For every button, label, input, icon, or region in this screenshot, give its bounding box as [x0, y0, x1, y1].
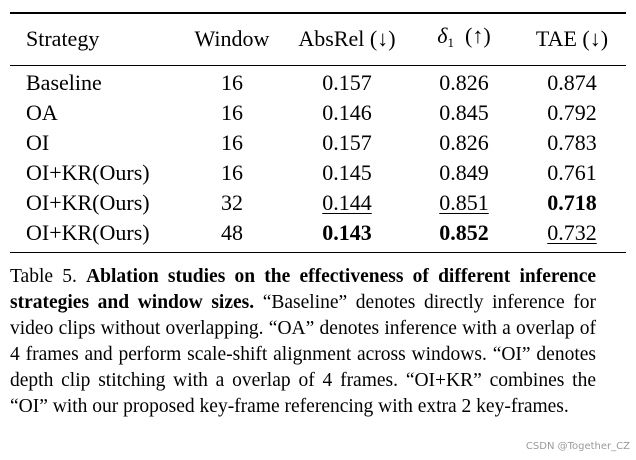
cell-absrel: 0.144	[284, 188, 410, 218]
cell-delta1: 0.851	[410, 188, 518, 218]
cell-strategy: OA	[26, 99, 58, 125]
caption-bold-title: Ablation studies on the effectiveness of…	[10, 266, 596, 313]
table-row: Baseline 16 0.157 0.826 0.874	[10, 66, 626, 98]
header-tae: TAE (↓)	[535, 26, 609, 52]
cell-strategy: Baseline	[26, 69, 102, 95]
cell-strategy: OI	[26, 129, 50, 155]
bottom-rule	[10, 251, 626, 254]
header-rule	[10, 64, 626, 66]
caption-body: “Baseline” denotes directly inference fo…	[10, 292, 597, 417]
cell-tae: 0.761	[547, 159, 597, 185]
header-delta1-symbol: δ	[437, 22, 448, 48]
cell-tae: 0.783	[547, 129, 597, 155]
header-strategy: Strategy	[26, 26, 100, 52]
cell-absrel: 0.145	[322, 159, 372, 185]
cell-window: 16	[221, 69, 243, 95]
cell-delta1: 0.826	[439, 69, 489, 95]
cell-absrel: 0.146	[322, 99, 372, 125]
header-window: Window	[194, 26, 270, 52]
cell-strategy: OI+KR(Ours)	[26, 219, 150, 245]
header-delta1-sub: 1	[447, 34, 455, 50]
ablation-table-container: Strategy Window AbsRel (↓) δ1 (↑) TAE (↓…	[10, 12, 626, 254]
table-row: OI+KR(Ours) 32 0.144 0.851 0.718	[10, 188, 626, 218]
header-absrel: AbsRel (↓)	[298, 26, 396, 52]
cell-strategy: OI+KR(Ours)	[26, 159, 150, 185]
cell-delta1: 0.849	[439, 159, 489, 185]
cell-absrel-best: 0.143	[322, 219, 372, 245]
cell-window: 32	[221, 189, 243, 215]
table-row: OA 16 0.146 0.845 0.792	[10, 98, 626, 128]
table-caption: Table 5. Ablation studies on the effecti…	[10, 264, 596, 420]
header-delta1-arrow: (↑)	[465, 22, 491, 48]
caption-label: Table 5.	[10, 266, 77, 287]
top-rule	[10, 12, 626, 14]
table-row: OI 16 0.157 0.826 0.783	[10, 128, 626, 158]
cell-window: 16	[221, 129, 243, 155]
header-delta1: δ1 (↑)	[410, 14, 518, 65]
second-best-value: 0.851	[439, 189, 489, 215]
watermark-text: CSDN @Together_CZ	[525, 441, 630, 452]
cell-tae: 0.792	[547, 99, 597, 125]
cell-window: 16	[221, 159, 243, 185]
cell-strategy: OI+KR(Ours)	[26, 189, 150, 215]
cell-tae-best: 0.718	[547, 189, 597, 215]
cell-window: 48	[221, 219, 243, 245]
cell-delta1: 0.845	[439, 99, 489, 125]
cell-window: 16	[221, 99, 243, 125]
table-row: OI+KR(Ours) 16 0.145 0.849 0.761	[10, 158, 626, 188]
second-best-value: 0.144	[322, 189, 372, 215]
cell-tae: 0.732	[518, 218, 626, 252]
cell-delta1-best: 0.852	[439, 219, 489, 245]
second-best-value: 0.732	[547, 219, 597, 245]
header-row: Strategy Window AbsRel (↓) δ1 (↑) TAE (↓…	[10, 14, 626, 65]
cell-delta1: 0.826	[439, 129, 489, 155]
cell-tae: 0.874	[547, 69, 597, 95]
table-row: OI+KR(Ours) 48 0.143 0.852 0.732	[10, 218, 626, 252]
cell-absrel: 0.157	[322, 129, 372, 155]
ablation-table: Strategy Window AbsRel (↓) δ1 (↑) TAE (↓…	[10, 14, 626, 252]
cell-absrel: 0.157	[322, 69, 372, 95]
